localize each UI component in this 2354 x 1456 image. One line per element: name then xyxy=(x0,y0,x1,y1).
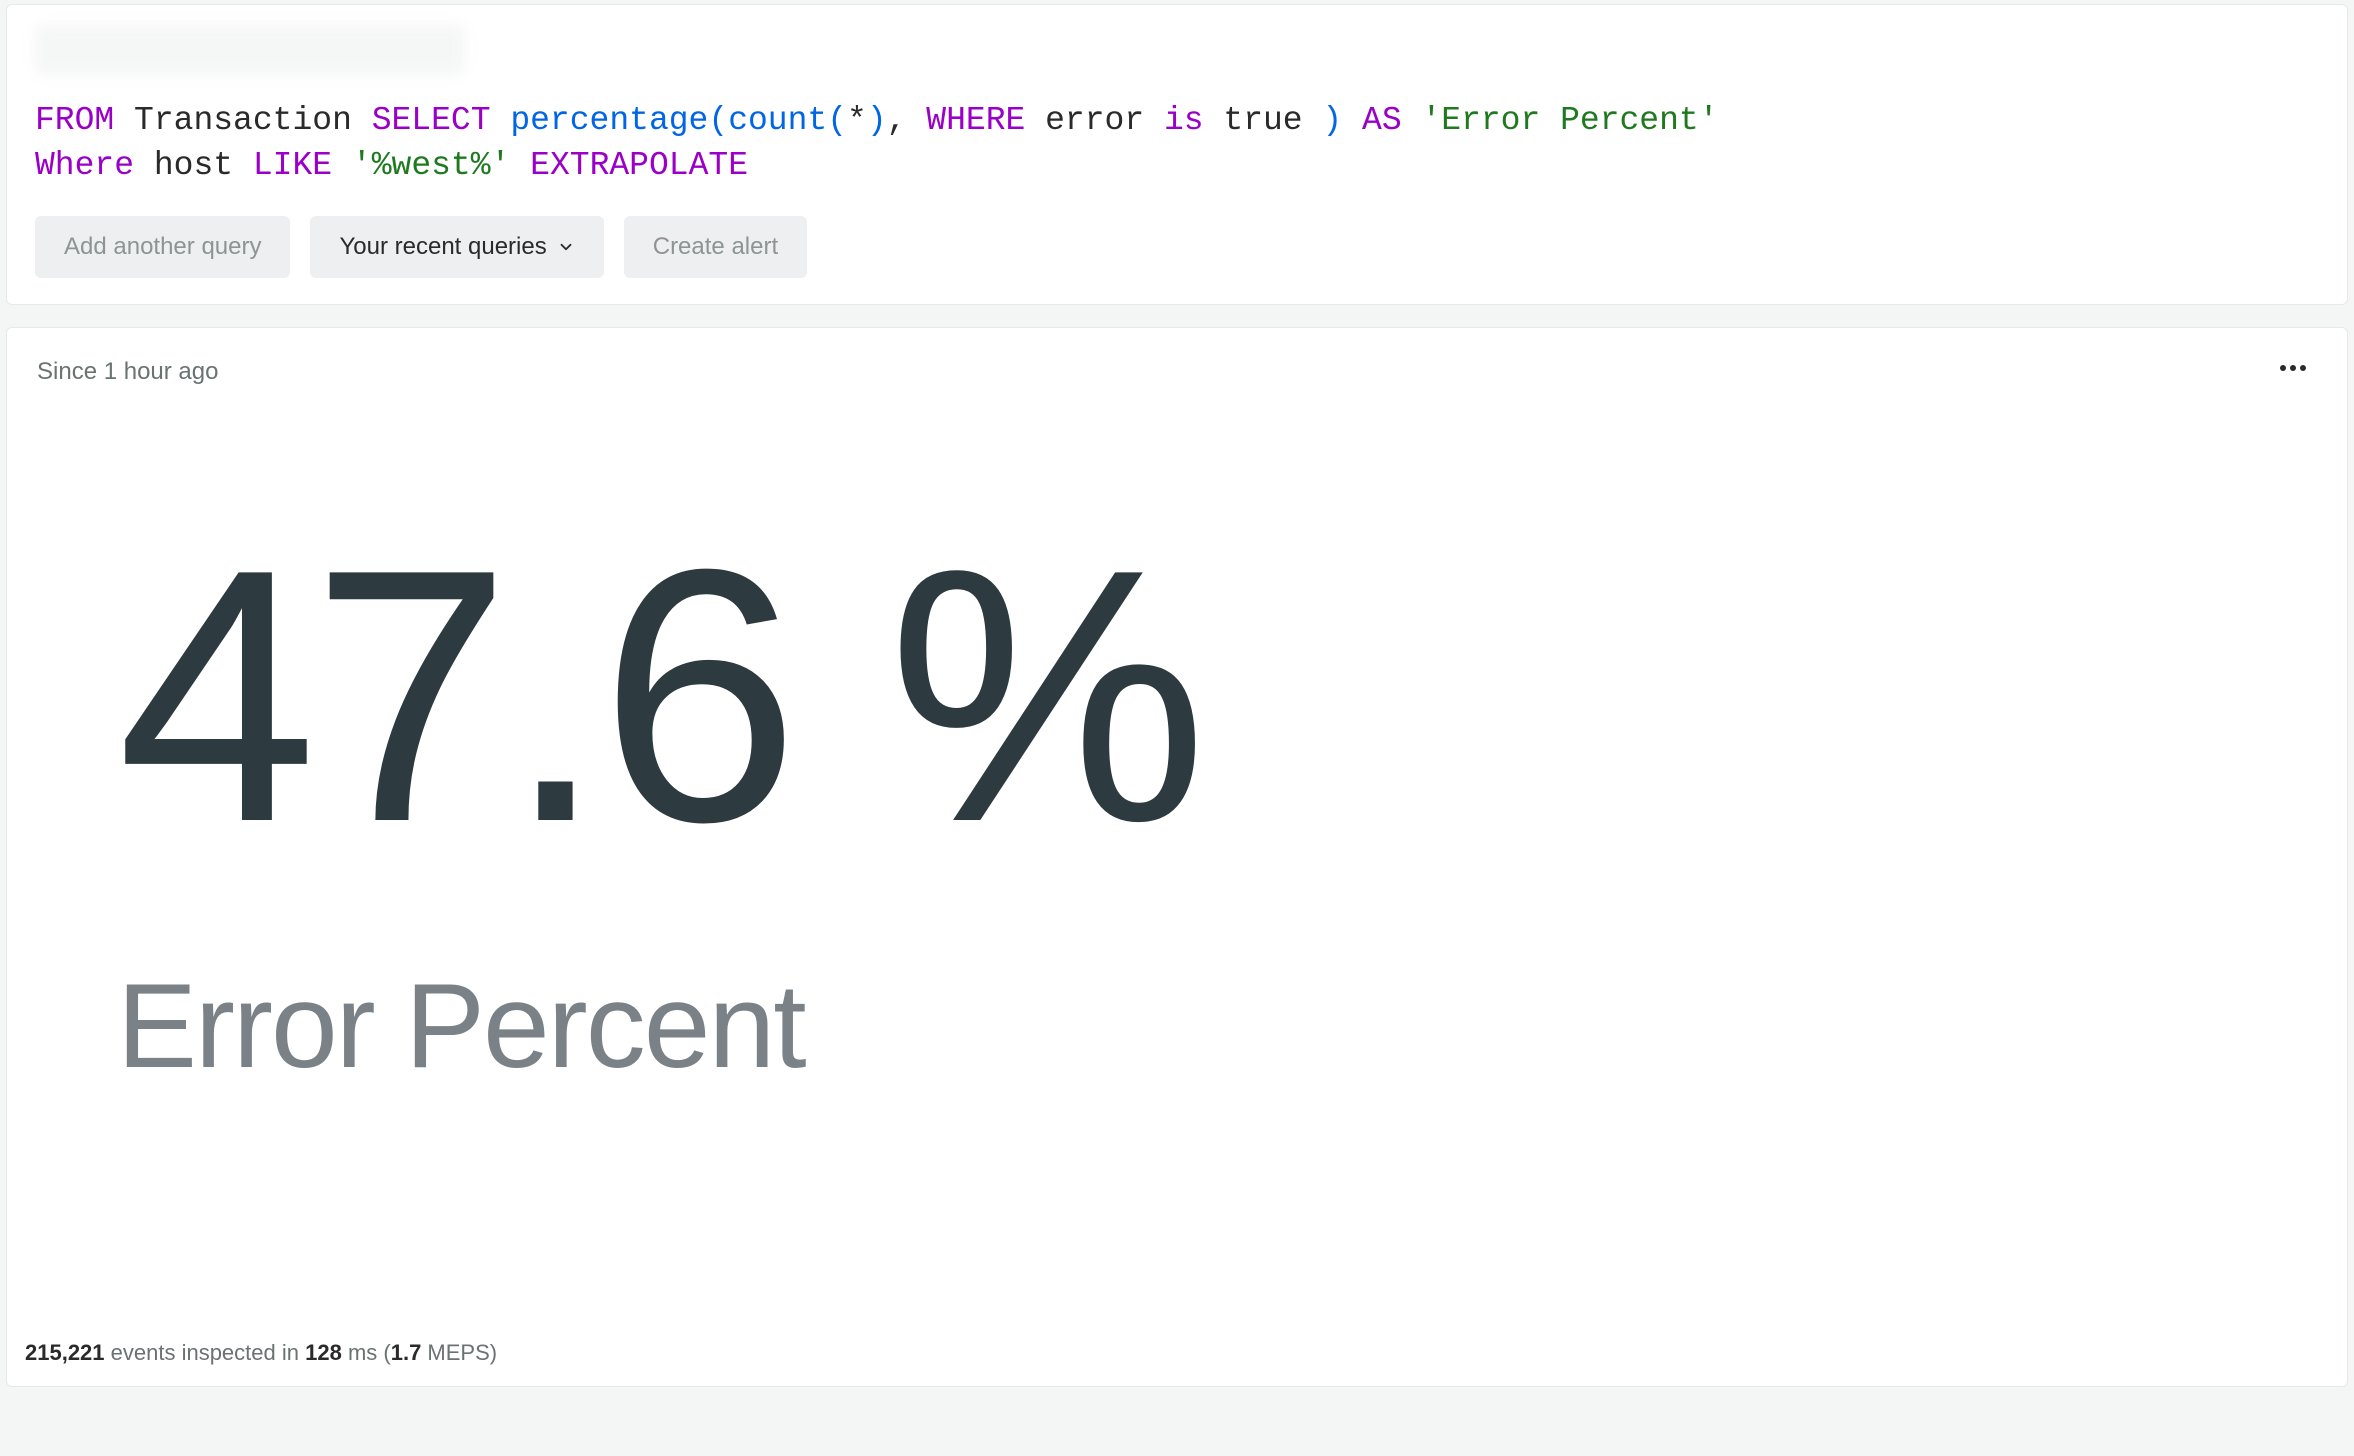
query-editor[interactable]: FROM Transaction SELECT percentage(count… xyxy=(35,99,2319,188)
result-panel: Since 1 hour ago 47.6 % Error Percent 21… xyxy=(6,327,2348,1387)
create-alert-label: Create alert xyxy=(653,233,778,261)
query-token-where-inner: WHERE xyxy=(926,102,1025,139)
query-token-true: true xyxy=(1223,102,1302,139)
query-token-paren: ( xyxy=(708,102,728,139)
meps-word: MEPS) xyxy=(421,1340,497,1365)
query-token-paren: ) xyxy=(867,102,887,139)
chart-options-button[interactable] xyxy=(2269,358,2317,378)
query-stats: 215,221 events inspected in 128 ms (1.7 … xyxy=(25,1300,2317,1366)
events-inspected-count: 215,221 xyxy=(25,1340,105,1365)
billboard-label: Error Percent xyxy=(117,966,2317,1086)
query-token-extrapolate: EXTRAPOLATE xyxy=(530,147,748,184)
billboard-chart: 47.6 % Error Percent xyxy=(37,516,2317,1086)
query-token-alias: 'Error Percent' xyxy=(1421,102,1718,139)
query-token-percentage: percentage xyxy=(510,102,708,139)
query-token-star: * xyxy=(847,102,867,139)
query-token-like: LIKE xyxy=(253,147,332,184)
query-token-where: Where xyxy=(35,147,134,184)
more-horizontal-icon xyxy=(2279,364,2307,372)
query-duration-ms: 128 xyxy=(305,1340,342,1365)
query-token-from: FROM xyxy=(35,102,114,139)
query-token-host: host xyxy=(154,147,233,184)
account-selector-blurred[interactable] xyxy=(35,25,465,75)
create-alert-button[interactable]: Create alert xyxy=(624,216,807,278)
query-token-comma: , xyxy=(887,102,907,139)
chevron-down-icon xyxy=(557,238,575,256)
query-token-paren: ) xyxy=(1322,102,1342,139)
your-recent-queries-button[interactable]: Your recent queries xyxy=(310,216,603,278)
query-token-count: count xyxy=(728,102,827,139)
query-token-pattern: '%west%' xyxy=(352,147,510,184)
your-recent-queries-label: Your recent queries xyxy=(339,233,546,261)
query-token-table: Transaction xyxy=(134,102,352,139)
ms-word: ms ( xyxy=(342,1340,391,1365)
time-range-label[interactable]: Since 1 hour ago xyxy=(37,358,218,386)
query-button-row: Add another query Your recent queries Cr… xyxy=(35,216,2319,278)
add-another-query-button[interactable]: Add another query xyxy=(35,216,290,278)
query-token-paren: ( xyxy=(827,102,847,139)
billboard-value: 47.6 % xyxy=(117,516,2317,876)
query-token-error: error xyxy=(1045,102,1144,139)
query-token-is: is xyxy=(1164,102,1204,139)
meps-value: 1.7 xyxy=(391,1340,422,1365)
query-token-select: SELECT xyxy=(372,102,491,139)
events-inspected-word: events inspected in xyxy=(105,1340,306,1365)
query-panel: FROM Transaction SELECT percentage(count… xyxy=(6,4,2348,305)
add-another-query-label: Add another query xyxy=(64,233,261,261)
query-token-as: AS xyxy=(1362,102,1402,139)
